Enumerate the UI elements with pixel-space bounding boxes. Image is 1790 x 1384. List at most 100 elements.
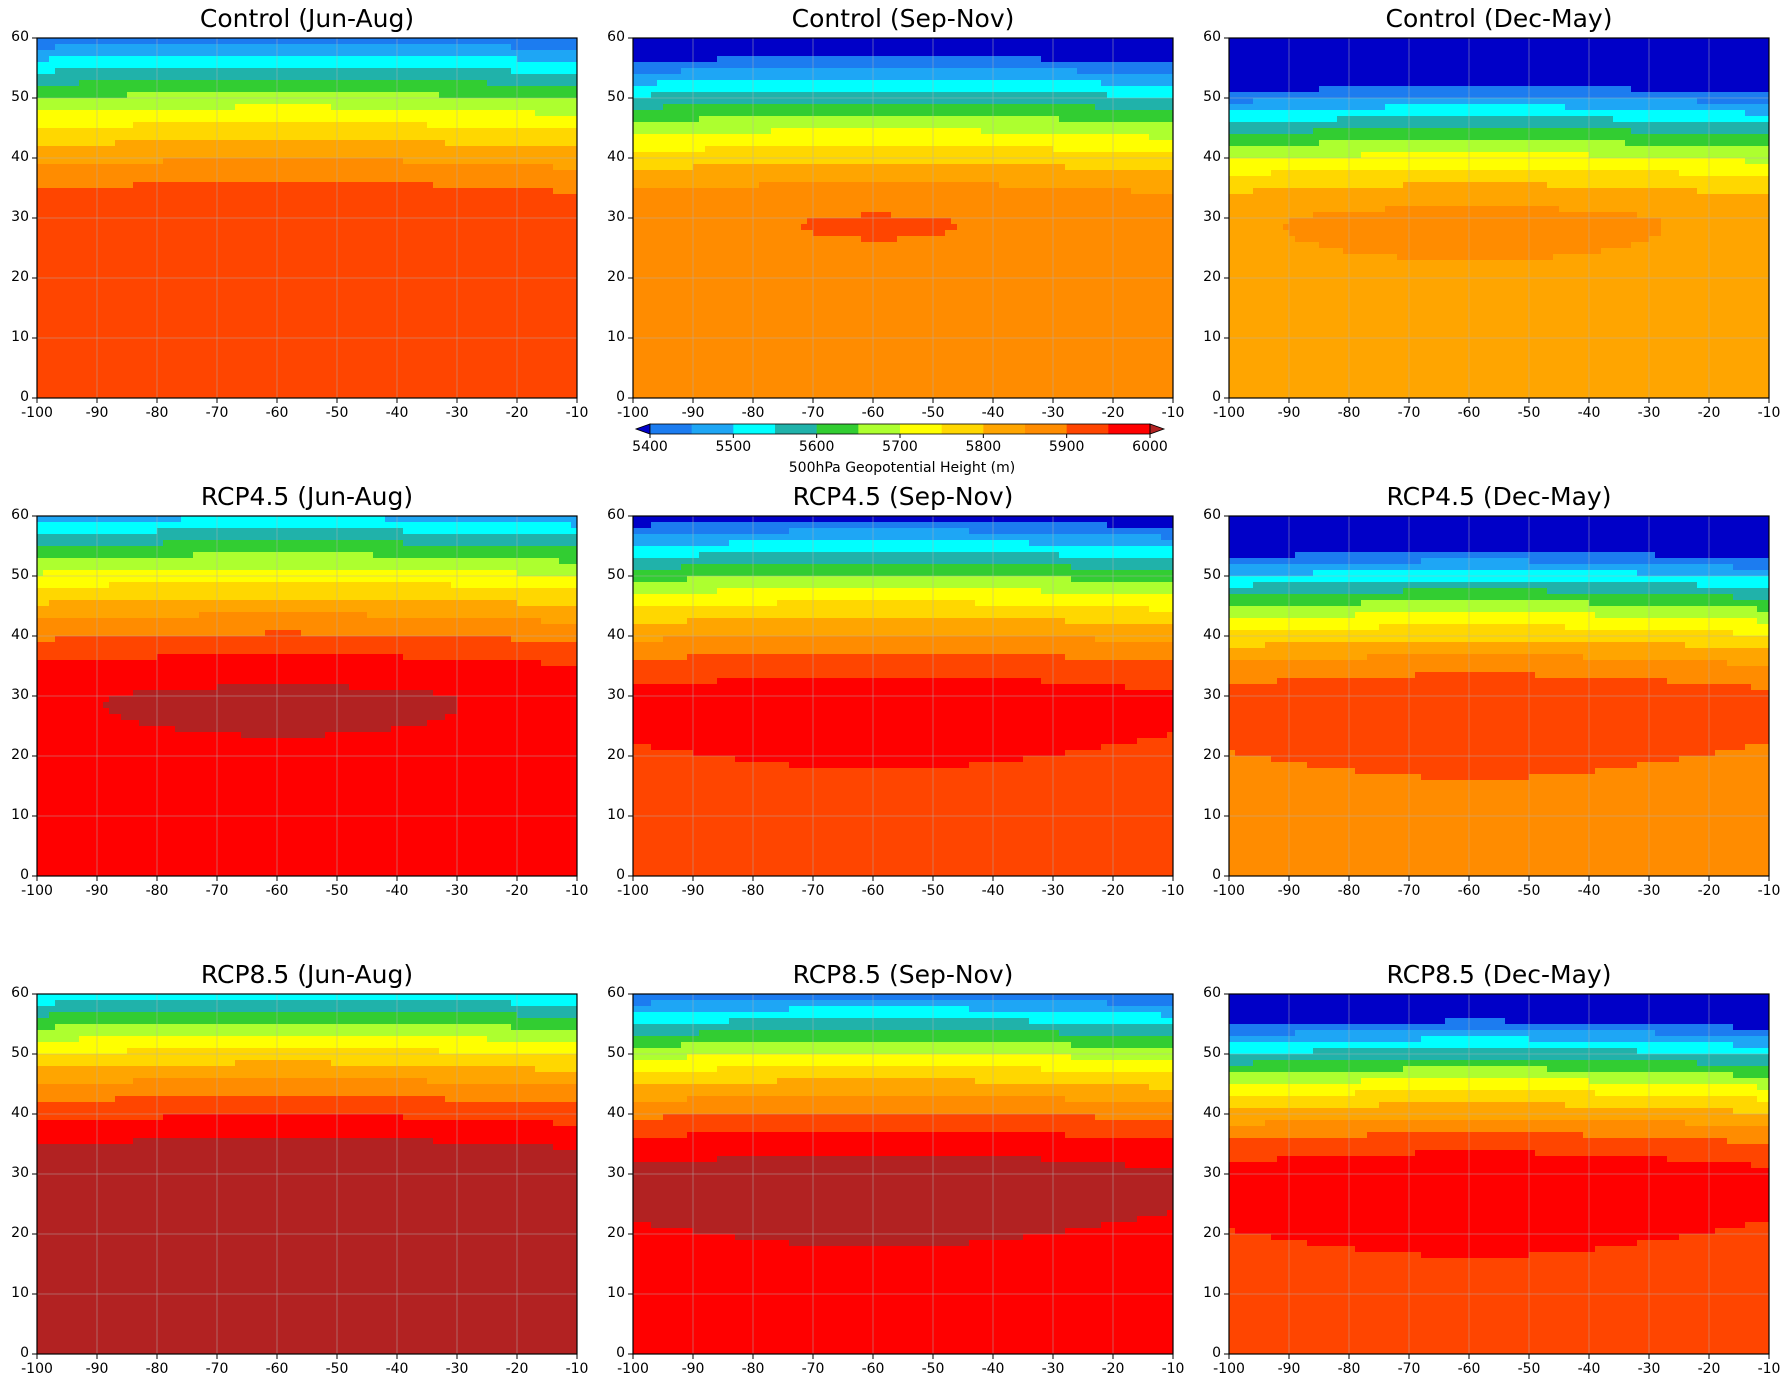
contour-cell: [523, 320, 530, 327]
contour-cell: [163, 338, 170, 345]
contour-cell: [121, 326, 128, 333]
contour-cell: [367, 230, 374, 237]
contour-cell: [445, 284, 452, 291]
contour-cell: [529, 164, 536, 171]
contour-cell: [457, 248, 464, 255]
contour-cell: [367, 296, 374, 303]
contour-cell: [73, 74, 80, 81]
contour-cell: [433, 176, 440, 183]
contour-cell: [175, 218, 182, 225]
contour-cell: [55, 254, 62, 261]
contour-cell: [301, 314, 308, 321]
contour-cell: [265, 38, 272, 45]
contour-cell: [523, 308, 530, 315]
contour-cell: [139, 320, 146, 327]
contour-cell: [253, 236, 260, 243]
contour-cell: [205, 332, 212, 339]
contour-cell: [325, 140, 332, 147]
contour-cell: [307, 140, 314, 147]
contour-cell: [349, 146, 356, 153]
contour-cell: [409, 44, 416, 51]
contour-cell: [559, 176, 566, 183]
contour-cell: [403, 242, 410, 249]
contour-cell: [355, 188, 362, 195]
contour-cell: [103, 200, 110, 207]
contour-cell: [457, 188, 464, 195]
contour-cell: [127, 284, 134, 291]
contour-cell: [385, 44, 392, 51]
contour-cell: [427, 44, 434, 51]
contour-cell: [559, 146, 566, 153]
contour-cell: [559, 110, 566, 117]
contour-cell: [433, 320, 440, 327]
contour-cell: [277, 224, 284, 231]
contour-cell: [49, 332, 56, 339]
contour-cell: [397, 44, 404, 51]
contour-cell: [367, 50, 374, 57]
contour-cell: [121, 320, 128, 327]
contour-cell: [313, 290, 320, 297]
contour-cell: [169, 140, 176, 147]
contour-cell: [559, 62, 566, 69]
contour-cell: [385, 50, 392, 57]
contour-cell: [229, 284, 236, 291]
contour-cell: [349, 248, 356, 255]
contour-cell: [211, 158, 218, 165]
contour-cell: [367, 326, 374, 333]
contour-cell: [565, 116, 572, 123]
contour-cell: [421, 308, 428, 315]
contour-cell: [97, 62, 104, 69]
contour-cell: [433, 164, 440, 171]
contour-cell: [247, 140, 254, 147]
contour-cell: [445, 86, 452, 93]
contour-cell: [91, 176, 98, 183]
contour-cell: [451, 332, 458, 339]
contour-cell: [541, 74, 548, 81]
contour-cell: [529, 314, 536, 321]
contour-cell: [409, 272, 416, 279]
contour-cell: [373, 362, 380, 369]
contour-cell: [235, 80, 242, 87]
contour-cell: [85, 290, 92, 297]
contour-cell: [139, 188, 146, 195]
contour-cell: [187, 344, 194, 351]
contour-cell: [385, 296, 392, 303]
contour-cell: [55, 176, 62, 183]
contour-cell: [73, 110, 80, 117]
contour-cell: [427, 212, 434, 219]
contour-cell: [139, 92, 146, 99]
contour-cell: [277, 152, 284, 159]
contour-cell: [553, 50, 560, 57]
contour-cell: [85, 110, 92, 117]
contour-cell: [265, 320, 272, 327]
contour-cell: [475, 308, 482, 315]
contour-cell: [73, 326, 80, 333]
contour-cell: [565, 206, 572, 213]
contour-cell: [415, 62, 422, 69]
contour-cell: [55, 122, 62, 129]
contour-cell: [559, 122, 566, 129]
contour-cell: [361, 326, 368, 333]
contour-cell: [175, 224, 182, 231]
contour-cell: [379, 260, 386, 267]
contour-cell: [259, 272, 266, 279]
contour-cell: [367, 122, 374, 129]
contour-cell: [325, 242, 332, 249]
contour-cell: [523, 290, 530, 297]
contour-cell: [163, 206, 170, 213]
contour-cell: [415, 146, 422, 153]
contour-cell: [307, 200, 314, 207]
contour-cell: [217, 296, 224, 303]
contour-cell: [67, 356, 74, 363]
contour-cell: [61, 56, 68, 63]
contour-cell: [421, 170, 428, 177]
contour-cell: [457, 62, 464, 69]
contour-cell: [121, 272, 128, 279]
contour-cell: [271, 146, 278, 153]
contour-cell: [427, 302, 434, 309]
contour-cell: [451, 248, 458, 255]
contour-cell: [235, 194, 242, 201]
contour-cell: [289, 332, 296, 339]
contour-cell: [565, 224, 572, 231]
contour-cell: [535, 272, 542, 279]
